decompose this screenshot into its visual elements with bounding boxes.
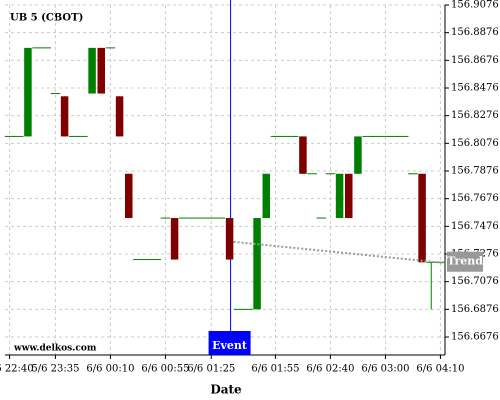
y-tick-label: 156.6876 (451, 304, 499, 315)
y-tick-label: 156.8676 (451, 55, 499, 66)
trend-label: Trend (447, 255, 483, 268)
y-tick-label: 156.9076 (451, 0, 499, 11)
y-tick-label: 156.6676 (451, 332, 499, 343)
candle-body (88, 47, 96, 94)
x-tick-label: 6/6 01:55 (251, 364, 299, 375)
y-tick-label: 156.8876 (451, 27, 499, 38)
y-tick-label: 156.8076 (451, 138, 499, 149)
candle-body (262, 173, 270, 219)
candle-body (345, 173, 353, 219)
chart-title: UB 5 (CBOT) (10, 13, 83, 24)
y-tick-label: 156.7676 (451, 193, 499, 204)
candle-body (335, 173, 344, 219)
y-tick-label: 156.7076 (451, 276, 499, 287)
candle-body (170, 218, 179, 260)
event-label: Event (212, 339, 248, 352)
candle-body (418, 173, 426, 263)
candle-body (354, 136, 362, 174)
x-axis-title: Date (210, 383, 242, 397)
candle-body (253, 218, 261, 310)
x-tick-label: 6/6 03:00 (361, 364, 409, 375)
watermark: www.delkos.com (13, 344, 97, 354)
x-tick-label: 5/6 23:35 (31, 364, 79, 375)
x-tick-label: 6/6 01:25 (187, 364, 235, 375)
candle-body (225, 218, 234, 260)
y-tick-label: 156.8276 (451, 110, 499, 121)
candle-body (125, 173, 133, 219)
candle-body (97, 47, 105, 94)
candle-body (115, 96, 124, 137)
y-tick-label: 156.7476 (451, 221, 499, 232)
x-tick-label: 6/6 00:10 (86, 364, 134, 375)
event-box (208, 331, 251, 355)
x-tick-label: 6/6 02:40 (306, 364, 354, 375)
x-tick-label: 6/6 00:55 (141, 364, 189, 375)
y-tick-label: 156.7876 (451, 166, 499, 177)
candle-body (60, 96, 69, 137)
candle-body (24, 47, 32, 137)
x-tick-label: 5/6 22:40 (0, 364, 34, 375)
trend-line (233, 240, 443, 264)
x-tick-label: 6/6 04:10 (416, 364, 464, 375)
trend-box (447, 251, 483, 272)
y-tick-label: 156.8476 (451, 83, 499, 94)
candle-body (299, 136, 307, 174)
